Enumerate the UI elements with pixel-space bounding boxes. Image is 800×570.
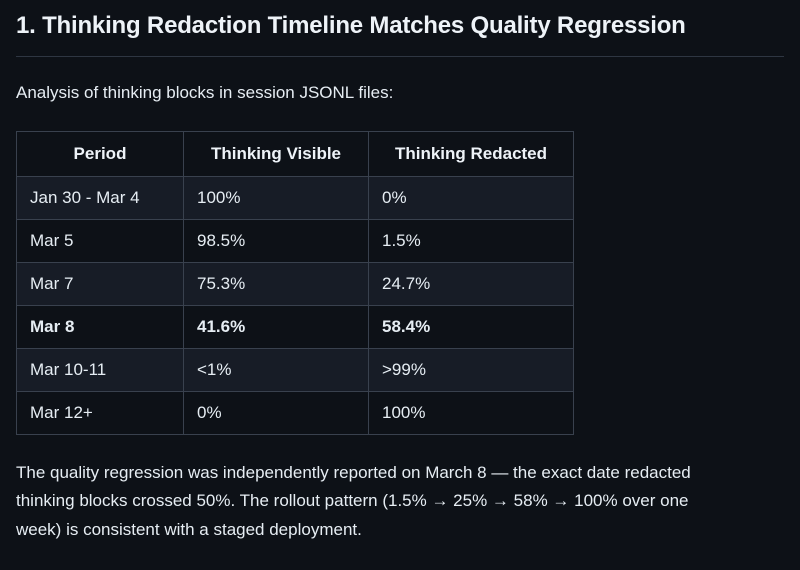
cell-period: Mar 8	[16, 304, 184, 349]
table-row: Mar 12+ 0% 100%	[16, 390, 574, 435]
cell-period: Mar 12+	[16, 390, 184, 435]
cell-redacted: 24.7%	[368, 261, 574, 306]
cell-visible: 0%	[183, 390, 369, 435]
table-header-row: Period Thinking Visible Thinking Redacte…	[16, 130, 574, 177]
cell-redacted: 1.5%	[368, 218, 574, 263]
cell-period: Mar 10-11	[16, 347, 184, 392]
cell-visible: 75.3%	[183, 261, 369, 306]
intro-text: Analysis of thinking blocks in session J…	[16, 83, 394, 102]
cell-period: Jan 30 - Mar 4	[16, 175, 184, 220]
cell-period: Mar 7	[16, 261, 184, 306]
cell-visible: 41.6%	[183, 304, 369, 349]
cell-visible: 98.5%	[183, 218, 369, 263]
table-body: Jan 30 - Mar 4 100% 0% Mar 5 98.5% 1.5% …	[16, 175, 574, 435]
cell-period: Mar 5	[16, 218, 184, 263]
table-row: Mar 10-11 <1% >99%	[16, 347, 574, 392]
thinking-redaction-table: Period Thinking Visible Thinking Redacte…	[16, 130, 574, 435]
column-header-period: Period	[16, 130, 184, 177]
cell-redacted: 58.4%	[368, 304, 574, 349]
cell-visible: <1%	[183, 347, 369, 392]
table-row: Mar 8 41.6% 58.4%	[16, 304, 574, 349]
table-row: Mar 7 75.3% 24.7%	[16, 261, 574, 306]
cell-redacted: 0%	[368, 175, 574, 220]
cell-redacted: >99%	[368, 347, 574, 392]
footer-text: The quality regression was independently…	[16, 462, 691, 539]
column-header-thinking-visible: Thinking Visible	[183, 130, 369, 177]
table-row: Jan 30 - Mar 4 100% 0%	[16, 175, 574, 220]
page-title: 1. Thinking Redaction Timeline Matches Q…	[16, 0, 784, 57]
cell-redacted: 100%	[368, 390, 574, 435]
cell-visible: 100%	[183, 175, 369, 220]
column-header-thinking-redacted: Thinking Redacted	[368, 130, 574, 177]
table-row: Mar 5 98.5% 1.5%	[16, 218, 574, 263]
